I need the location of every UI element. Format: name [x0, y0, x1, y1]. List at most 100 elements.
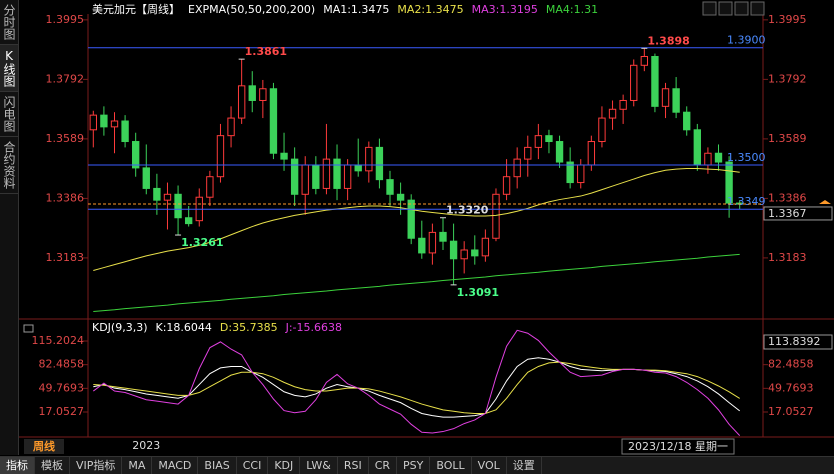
candle-body — [100, 114, 108, 128]
toolbar-button[interactable]: VIP指标 — [70, 457, 123, 474]
toolbar-button[interactable]: MACD — [152, 457, 199, 474]
level-label: 1.3900 — [727, 34, 766, 47]
plot-area — [92, 329, 741, 436]
y-tick-label: 115.2024 — [32, 334, 85, 347]
y-tick-label: 49.7693 — [768, 381, 814, 394]
header-text: KDJ(9,3,3) — [92, 321, 148, 334]
candle-body — [121, 120, 129, 143]
toolbar-button[interactable]: KDJ — [268, 457, 301, 474]
candle-body — [343, 164, 352, 189]
candle-body — [492, 193, 500, 239]
last-price-label: 1.3367 — [768, 207, 807, 220]
candle-body — [248, 85, 256, 101]
candle-body — [301, 164, 309, 195]
y-tick-label: 17.0527 — [39, 405, 85, 418]
side-tab[interactable]: 合约资料 — [0, 137, 18, 194]
candle-body — [259, 88, 267, 101]
header-text: J:-15.6638 — [285, 321, 342, 334]
candle-body — [587, 141, 596, 166]
y-tick-label: 1.3386 — [46, 191, 85, 204]
toolbar-button[interactable]: RSI — [338, 457, 369, 474]
toolbar-button[interactable]: PSY — [397, 457, 431, 474]
toolbar-button[interactable]: LW& — [300, 457, 338, 474]
candle-body — [683, 111, 691, 131]
candle-body — [577, 164, 585, 184]
side-tab[interactable]: 闪电图 — [0, 92, 18, 137]
toolbar-button[interactable]: CR — [369, 457, 398, 474]
annotation: 1.3320 — [446, 204, 489, 217]
background — [19, 0, 834, 456]
y-tick-label: 1.3589 — [768, 132, 807, 145]
icon[interactable] — [702, 1, 717, 16]
candle-body — [227, 117, 235, 137]
candle-body — [110, 120, 119, 128]
y-tick-label: 1.3792 — [768, 72, 807, 85]
toolbar-button[interactable]: MA — [122, 457, 153, 474]
candle-body — [418, 237, 426, 254]
candle-body — [386, 179, 394, 195]
moving-average — [93, 167, 740, 271]
window-icons — [702, 1, 765, 16]
candle-body — [132, 141, 140, 169]
candle-body — [502, 176, 511, 195]
y-tick-label: 1.3589 — [46, 132, 85, 145]
candle-body — [640, 56, 649, 66]
side-tab[interactable]: K线图 — [0, 45, 18, 92]
annotation: 1.3261 — [181, 236, 223, 249]
candle-body — [216, 135, 225, 178]
candle-body — [693, 129, 701, 166]
toolbar-button[interactable]: BIAS — [198, 457, 237, 474]
toolbar-button[interactable]: 设置 — [507, 457, 542, 474]
plot-area — [89, 48, 744, 313]
candle-body — [322, 158, 331, 189]
last-price-box — [763, 206, 833, 221]
candle-body — [481, 237, 490, 257]
y-tick-label: 17.0527 — [768, 405, 814, 418]
candle-body — [714, 152, 723, 163]
candle-body — [471, 249, 479, 257]
candle-body — [661, 88, 670, 107]
cursor-date-box — [621, 438, 735, 455]
candle-body — [163, 193, 172, 201]
icon[interactable] — [718, 1, 733, 16]
header-text: EXPMA(50,50,200,200) — [188, 3, 315, 16]
header-text: MA2:1.3475 — [397, 3, 463, 16]
header-text: K:18.6044 — [156, 321, 212, 334]
icon[interactable] — [750, 1, 765, 16]
moving-average — [93, 253, 740, 313]
cursor-value: 113.8392 — [768, 335, 821, 348]
candle-body — [651, 56, 659, 107]
candle-body — [630, 64, 638, 101]
toolbar-button[interactable]: 模板 — [35, 457, 70, 474]
candle-body — [365, 146, 373, 172]
candle-body — [439, 231, 447, 242]
side-tab[interactable]: 分时图 — [0, 0, 18, 45]
toolbar-button[interactable]: BOLL — [430, 457, 472, 474]
candle-body — [449, 240, 458, 260]
icon[interactable] — [734, 1, 749, 16]
y-tick-label: 1.3995 — [46, 13, 85, 26]
period-box — [24, 439, 64, 454]
candle-body — [407, 199, 415, 239]
x-tick-label: 2023 — [132, 439, 160, 452]
candle-body — [460, 249, 468, 260]
annotation: 1.3861 — [245, 45, 287, 58]
toolbar-button[interactable]: 指标 — [0, 457, 35, 474]
candle-body — [524, 146, 532, 160]
candle-body — [534, 135, 543, 148]
candle-body — [184, 217, 193, 225]
toolbar-button[interactable]: VOL — [472, 457, 507, 474]
candle-body — [354, 164, 362, 172]
candle-body — [206, 176, 214, 198]
candle-body — [672, 88, 680, 113]
header-text: 美元加元【周线】 — [92, 2, 180, 16]
period-label: 周线 — [33, 439, 55, 453]
toolbar-button[interactable]: CCI — [237, 457, 269, 474]
panel-icon[interactable] — [23, 324, 34, 333]
cursor-date: 2023/12/18 星期一 — [628, 440, 728, 453]
candle-body — [280, 152, 288, 160]
header-text: MA1:1.3475 — [323, 3, 389, 16]
cursor-value-box — [763, 334, 833, 350]
candle-body — [555, 141, 564, 163]
